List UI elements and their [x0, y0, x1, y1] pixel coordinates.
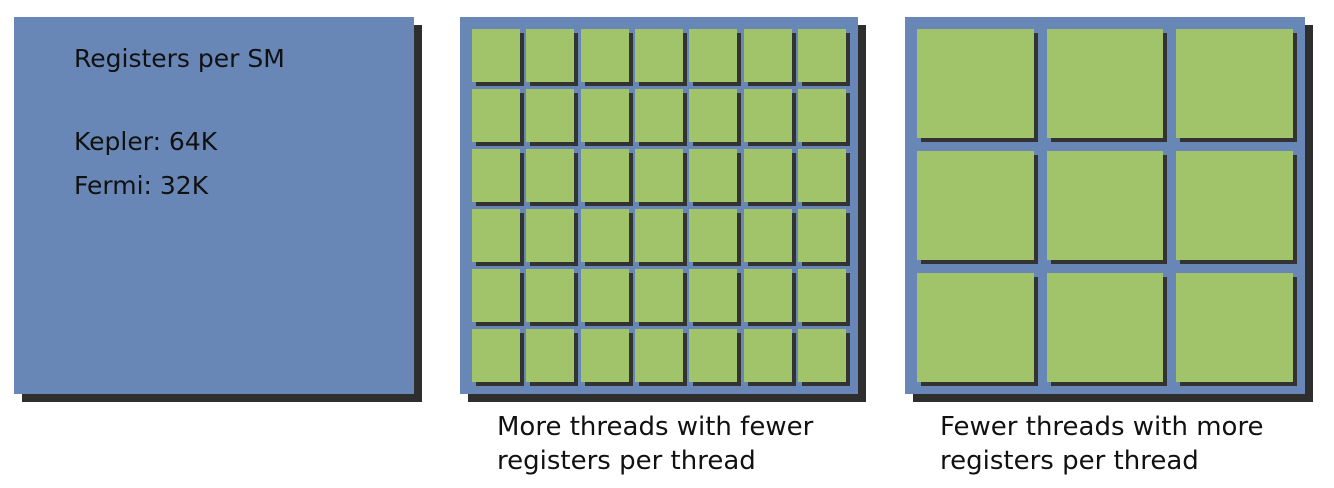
thread-register-block: [635, 268, 687, 327]
thread-register-block: [1176, 29, 1297, 142]
thread-register-block: [635, 328, 687, 386]
thread-register-block: [917, 29, 1038, 142]
thread-register-block: [743, 208, 796, 267]
thread-register-block: [743, 268, 796, 327]
thread-register-block: [526, 88, 579, 147]
thread-register-block: [1176, 151, 1297, 264]
thread-register-block: [689, 29, 742, 87]
thread-register-block: [526, 29, 579, 87]
thread-register-block: [526, 208, 579, 267]
thread-register-block: [689, 88, 742, 147]
thread-register-block: [689, 208, 742, 267]
thread-register-block: [472, 88, 524, 147]
thread-register-block: [526, 268, 579, 327]
thread-register-block: [1176, 273, 1297, 386]
thread-register-block: [580, 328, 633, 386]
thread-register-block: [1046, 273, 1168, 386]
thread-register-block: [472, 148, 524, 207]
thread-register-block: [798, 29, 850, 87]
register-file-panel: [14, 17, 414, 394]
thread-register-block: [798, 268, 850, 327]
thread-register-block: [580, 148, 633, 207]
thread-register-block: [1046, 151, 1168, 264]
thread-register-block: [798, 328, 850, 386]
thread-register-block: [635, 208, 687, 267]
thread-register-block: [689, 268, 742, 327]
thread-register-block: [472, 268, 524, 327]
thread-register-block: [798, 148, 850, 207]
few-threads-caption-line1: Fewer threads with more: [940, 412, 1264, 442]
thread-register-block: [472, 328, 524, 386]
kepler-register-count: Kepler: 64K: [74, 127, 218, 156]
thread-register-block: [635, 88, 687, 147]
thread-register-block: [917, 273, 1038, 386]
register-file-title: Registers per SM: [74, 44, 285, 73]
few-threads-panel: [905, 17, 1305, 394]
many-threads-caption-line1: More threads with fewer: [497, 412, 814, 442]
thread-register-block: [526, 328, 579, 386]
thread-register-block: [635, 29, 687, 87]
thread-register-block: [580, 268, 633, 327]
many-threads-caption: More threads with fewer registers per thr…: [497, 410, 813, 478]
thread-register-block: [635, 148, 687, 207]
thread-register-block: [580, 208, 633, 267]
many-threads-panel: [460, 17, 858, 394]
thread-register-block: [743, 148, 796, 207]
thread-register-block: [1046, 29, 1168, 142]
thread-register-block: [472, 208, 524, 267]
thread-register-block: [689, 328, 742, 386]
thread-register-block: [798, 208, 850, 267]
thread-register-block: [580, 29, 633, 87]
thread-register-block: [580, 88, 633, 147]
few-threads-caption-line2: registers per thread: [940, 446, 1199, 476]
many-threads-caption-line2: registers per thread: [497, 446, 756, 476]
thread-register-block: [472, 29, 524, 87]
thread-register-block: [743, 88, 796, 147]
thread-register-block: [917, 151, 1038, 264]
thread-register-block: [743, 29, 796, 87]
few-threads-caption: Fewer threads with more registers per thr…: [940, 410, 1264, 478]
thread-register-block: [689, 148, 742, 207]
thread-register-block: [798, 88, 850, 147]
thread-register-block: [743, 328, 796, 386]
thread-register-block: [526, 148, 579, 207]
fermi-register-count: Fermi: 32K: [74, 171, 209, 200]
